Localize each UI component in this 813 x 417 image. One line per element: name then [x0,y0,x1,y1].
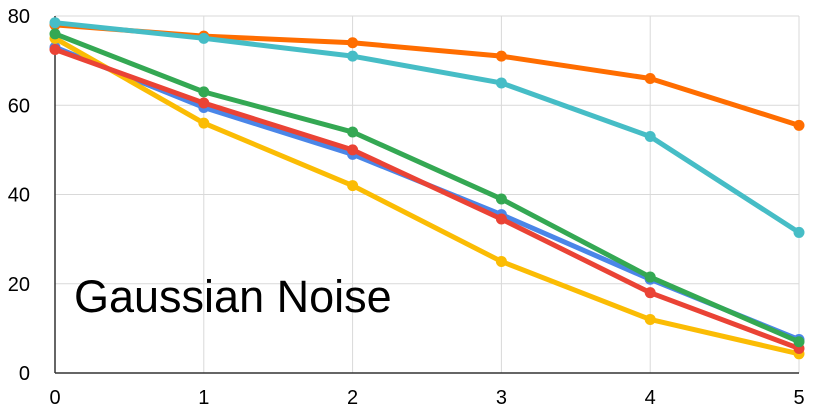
data-point [644,271,656,283]
series-line [52,46,802,351]
data-point [49,17,61,29]
x-tick-label: 4 [645,387,656,409]
data-point [49,28,61,40]
data-point [198,32,210,44]
data-point [495,77,507,89]
data-point [198,117,210,129]
data-point [793,226,805,238]
data-point [347,50,359,62]
x-tick-label: 1 [198,387,209,409]
tick-labels: 0 20 40 60 80 0 1 2 3 4 5 [8,6,805,409]
data-point [495,213,507,225]
data-point [495,255,507,267]
data-point [347,144,359,156]
data-point [347,180,359,192]
data-series [49,17,805,360]
data-point [198,86,210,98]
x-tick-label: 2 [347,387,358,409]
chart-annotation: Gaussian Noise [74,271,392,322]
x-tick-label: 5 [793,387,804,409]
series-line [52,35,802,357]
series-line [52,31,802,345]
data-point [347,126,359,138]
data-point [644,287,656,299]
data-point [495,193,507,205]
y-tick-label: 0 [19,363,30,385]
data-point [495,50,507,62]
x-tick-label: 3 [496,387,507,409]
axes [54,16,799,374]
data-point [644,313,656,325]
series-line [52,20,802,235]
data-point [644,72,656,84]
y-tick-label: 60 [8,95,30,117]
x-tick-label: 0 [49,387,60,409]
data-point [198,97,210,109]
data-point [793,119,805,131]
data-point [347,37,359,49]
gridlines [55,15,800,373]
y-tick-label: 20 [8,274,30,296]
data-point [49,43,61,55]
data-point [793,336,805,348]
data-point [644,130,656,142]
y-tick-label: 80 [8,6,30,28]
y-tick-label: 40 [8,185,30,207]
